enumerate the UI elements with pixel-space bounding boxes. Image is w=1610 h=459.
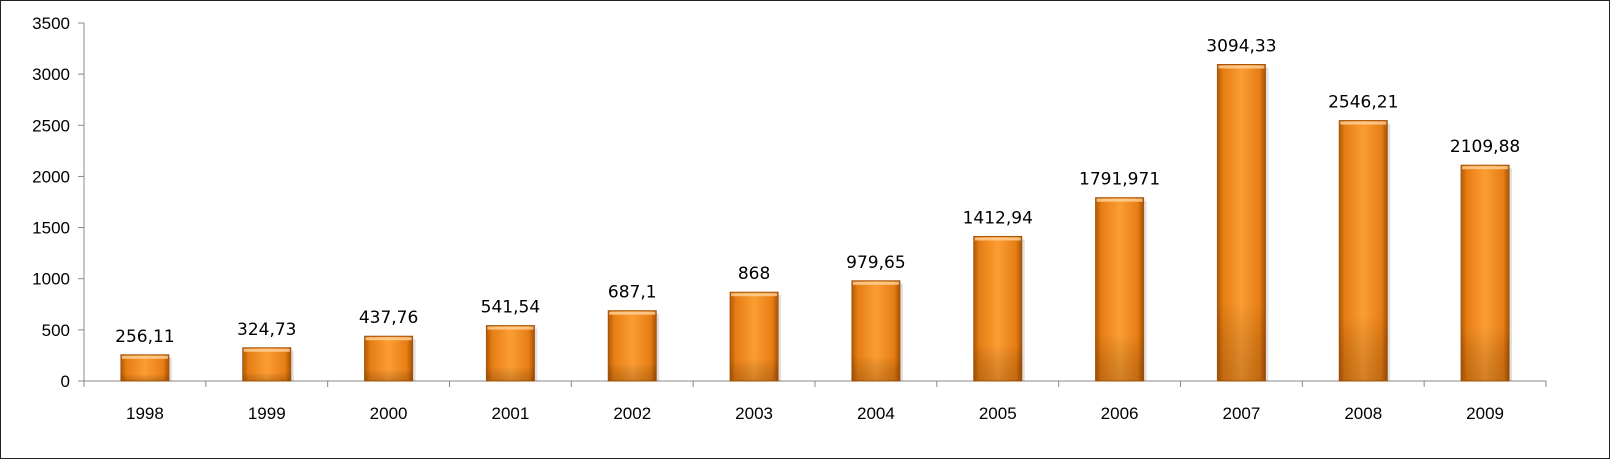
data-label: 868 [738, 264, 770, 284]
y-tick-label: 3500 [32, 14, 70, 33]
bar-shade [1095, 197, 1144, 381]
y-tick-label: 2000 [32, 167, 70, 186]
y-tick-label: 3000 [32, 65, 70, 84]
bar-top-highlight [1340, 121, 1387, 125]
bar-shade [364, 336, 413, 381]
x-tick-label: 2006 [1101, 404, 1139, 423]
bar-top-highlight [1462, 166, 1509, 170]
x-tick-label: 2009 [1466, 404, 1504, 423]
data-label: 437,76 [359, 308, 418, 328]
y-tick-label: 1000 [32, 270, 70, 289]
x-tick-label: 1998 [126, 404, 164, 423]
x-tick-label: 2001 [492, 404, 530, 423]
data-label: 1791,971 [1079, 170, 1160, 190]
bar-shade [1217, 64, 1266, 381]
data-label: 2546,21 [1328, 93, 1398, 113]
y-tick-label: 2500 [32, 116, 70, 135]
x-tick-label: 2002 [613, 404, 651, 423]
bar-shade [242, 347, 291, 381]
x-tick-label: 2007 [1223, 404, 1261, 423]
data-label: 541,54 [481, 298, 540, 318]
bar-shade [1461, 165, 1510, 381]
bar-top-highlight [365, 337, 412, 341]
bar-top-highlight [1218, 65, 1265, 69]
bar-top-highlight [487, 326, 534, 330]
bar-top-highlight [121, 355, 168, 359]
bar-shade [1339, 120, 1388, 382]
y-tick-label: 0 [61, 372, 70, 391]
x-tick-label: 2003 [735, 404, 773, 423]
data-label: 3094,33 [1206, 36, 1276, 56]
x-tick-label: 2005 [979, 404, 1017, 423]
bar-top-highlight [243, 348, 290, 352]
data-label: 2109,88 [1450, 137, 1520, 157]
x-tick-label: 2000 [370, 404, 408, 423]
data-label: 324,73 [237, 320, 296, 340]
bar-shade [851, 280, 900, 381]
y-tick-label: 1500 [32, 219, 70, 238]
bar-shade [608, 310, 657, 381]
data-label: 979,65 [846, 253, 905, 273]
bar-shade [120, 354, 169, 381]
bar-top-highlight [974, 237, 1021, 241]
bar-top-highlight [609, 311, 656, 315]
x-tick-label: 1999 [248, 404, 286, 423]
x-tick-label: 2008 [1344, 404, 1382, 423]
y-tick-label: 500 [42, 321, 70, 340]
bar-top-highlight [1096, 198, 1143, 202]
data-label: 687,1 [608, 283, 657, 303]
bar-shade [730, 292, 779, 381]
bar-top-highlight [852, 281, 899, 285]
bar-top-highlight [731, 293, 778, 297]
data-label: 1412,94 [963, 208, 1033, 228]
x-tick-label: 2004 [857, 404, 895, 423]
bar-shade [486, 325, 535, 381]
bar-shade [973, 236, 1022, 381]
data-label: 256,11 [115, 327, 174, 347]
